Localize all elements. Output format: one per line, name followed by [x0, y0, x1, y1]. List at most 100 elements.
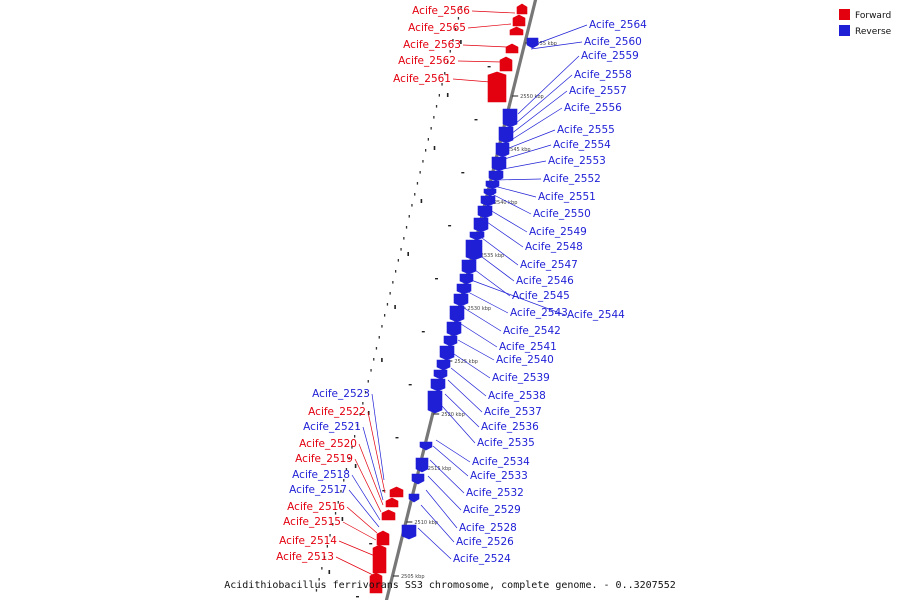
- gene-label: Acife_2564: [589, 19, 647, 31]
- gene-label: Acife_2550: [533, 208, 591, 220]
- gene-label: Acife_2551: [538, 191, 596, 203]
- track-dot: [400, 248, 402, 251]
- track-dot: [425, 149, 427, 152]
- leader-line: [427, 475, 462, 511]
- track-dot: [460, 6, 462, 9]
- leader-line: [517, 55, 580, 115]
- gene-label: Acife_2548: [525, 241, 583, 253]
- track-dot: [340, 490, 342, 493]
- track-dot: [433, 116, 435, 119]
- label-leader-lines: [335, 10, 588, 576]
- map-caption: Acidithiobacillus ferrivorans SS3 chromo…: [224, 580, 676, 591]
- track-dot: [403, 237, 405, 240]
- track-dot: [367, 380, 369, 383]
- gene-label: Acife_2533: [470, 470, 528, 482]
- gene-label: Acife_2557: [569, 85, 627, 97]
- track-dot: [373, 358, 375, 361]
- legend: Forward Reverse: [839, 9, 892, 37]
- reverse-gene-block: [491, 156, 507, 172]
- forward-gene-block: [385, 497, 399, 508]
- leader-line: [474, 269, 511, 297]
- leader-line: [462, 44, 508, 48]
- forward-gene-block: [376, 530, 390, 546]
- track-dot: [364, 391, 367, 394]
- track-dash: [460, 40, 462, 44]
- tick-label: 2540 kbp: [494, 200, 518, 206]
- track-dot: [343, 479, 345, 482]
- reverse-gene-block: [449, 305, 465, 323]
- reverse-gene-block: [473, 217, 489, 233]
- gene-label: Acife_2547: [520, 259, 578, 271]
- gene-label: Acife_2559: [581, 50, 639, 62]
- track-dash: [474, 119, 478, 121]
- track-dash: [369, 543, 373, 545]
- gene-label: Acife_2536: [481, 421, 539, 433]
- track-dot: [414, 193, 416, 196]
- tick-label: 2530 kbp: [468, 306, 492, 312]
- forward-gene-block: [509, 26, 524, 36]
- leader-line: [362, 426, 384, 501]
- forward-gene-block: [516, 3, 528, 15]
- track-dash: [407, 252, 409, 256]
- forward-gene-block: [499, 56, 513, 72]
- track-dot: [321, 567, 323, 570]
- gene-label: Acife_2540: [496, 354, 554, 366]
- track-dot: [329, 534, 331, 537]
- reverse-gene-block: [459, 273, 474, 285]
- track-dash: [382, 490, 386, 492]
- track-dash: [395, 437, 399, 439]
- track-dot: [386, 303, 389, 306]
- leader-line: [346, 506, 378, 534]
- reverse-gene-block: [488, 170, 504, 182]
- track-dot: [430, 127, 432, 130]
- track-dash: [367, 411, 370, 415]
- leader-line: [460, 323, 498, 348]
- track-dash: [354, 464, 357, 468]
- gene-label: Acife_2513: [276, 551, 334, 563]
- reverse-gene-block: [461, 259, 477, 275]
- gene-label: Acife_2563: [403, 39, 461, 51]
- track-dot: [359, 413, 361, 416]
- track-dash: [420, 199, 423, 203]
- outer-dot-track: [315, 6, 491, 598]
- track-dot: [419, 171, 421, 174]
- leader-line: [493, 185, 537, 198]
- track-dot: [435, 105, 438, 108]
- leader-line: [453, 353, 491, 379]
- forward-gene-block: [505, 43, 519, 54]
- leader-line: [417, 527, 452, 560]
- track-dot: [318, 578, 320, 581]
- tick-label: 2520 kbp: [441, 412, 465, 418]
- gene-label: Acife_2515: [283, 516, 341, 528]
- reverse-gene-block: [436, 359, 451, 371]
- leader-line: [495, 178, 542, 181]
- track-dot: [422, 160, 424, 163]
- track-dot: [389, 292, 391, 295]
- gene-label: Acife_2542: [503, 325, 561, 337]
- gene-label: Acife_2532: [466, 487, 524, 499]
- forward-gene-block: [381, 509, 396, 521]
- leader-line: [348, 489, 380, 528]
- track-dot: [348, 457, 350, 460]
- track-dash: [435, 278, 438, 280]
- reverse-gene-block: [456, 283, 472, 295]
- leader-line: [351, 474, 381, 521]
- gene-label: Acife_2518: [292, 469, 350, 481]
- track-dash: [381, 358, 383, 362]
- gene-label: Acife_2538: [488, 390, 546, 402]
- leader-line: [467, 23, 512, 29]
- reverse-gene-block: [430, 378, 446, 392]
- gene-label: Acife_2514: [279, 535, 337, 547]
- leader-line: [514, 74, 573, 125]
- leader-line: [481, 237, 519, 266]
- reverse-gene-block: [469, 231, 485, 241]
- reverse-gene-block: [495, 142, 510, 158]
- reverse-gene-block: [446, 321, 462, 337]
- track-dot: [441, 83, 443, 86]
- leader-line: [535, 24, 588, 45]
- forward-gene-block: [487, 71, 507, 103]
- legend-swatch-forward: [839, 9, 850, 20]
- gene-features: [369, 3, 539, 594]
- reverse-gene-block: [483, 188, 497, 197]
